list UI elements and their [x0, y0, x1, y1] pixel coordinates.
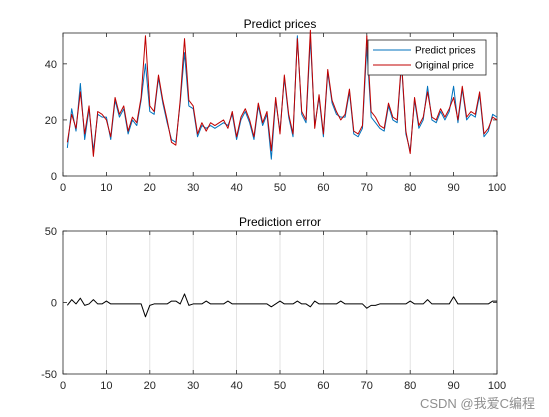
- prediction-error-x-tick-label: 90: [447, 380, 459, 392]
- predict-prices-x-tick-label: 90: [447, 182, 459, 194]
- predict-prices-title: Predict prices: [244, 17, 317, 31]
- predict-prices-y-ticks: 0 20 40: [45, 59, 497, 183]
- prediction-error-grid: [106, 231, 455, 374]
- prediction-error-y-tick-label: 0: [51, 298, 57, 310]
- predict-prices-x-tick-label: 70: [361, 182, 373, 194]
- prediction-error-y-ticks: -50 0 50: [41, 226, 497, 381]
- predict-prices-x-tick-label: 20: [144, 182, 156, 194]
- prediction-error-line-error: [66, 293, 497, 318]
- legend-label-predict-prices: Predict prices: [415, 46, 476, 57]
- prediction-error-axes: Prediction error 0 10 20 30 40 50 60 70 80 90 100 …: [41, 215, 506, 392]
- predict-prices-x-tick-label: 10: [100, 182, 112, 194]
- legend-box: [367, 39, 487, 76]
- prediction-error-x-tick-label: 0: [60, 380, 66, 392]
- predict-prices-line-original-price: [66, 29, 498, 157]
- prediction-error-x-tick-label: 30: [187, 380, 199, 392]
- prediction-error-title: Prediction error: [239, 215, 321, 229]
- predict-prices-y-tick-label: 20: [45, 115, 57, 127]
- predict-prices-x-ticks: 0 10 20 30 40 50 60 70 80 90 100: [60, 33, 506, 194]
- prediction-error-x-tick-label: 20: [144, 380, 156, 392]
- prediction-error-x-tick-label: 80: [404, 380, 416, 392]
- predict-prices-x-tick-label: 80: [404, 182, 416, 194]
- prediction-error-x-tick-label: 10: [100, 380, 112, 392]
- prediction-error-x-tick-label: 50: [274, 380, 286, 392]
- predict-prices-x-tick-label: 30: [187, 182, 199, 194]
- prediction-error-x-ticks: 0 10 20 30 40 50 60 70 80 90 100: [60, 231, 506, 392]
- legend-label-original-price: Original price: [415, 61, 474, 72]
- predict-prices-x-tick-label: 100: [488, 182, 506, 194]
- predict-prices-x-tick-label: 40: [230, 182, 242, 194]
- watermark-text: CSDN @我爱C编程: [419, 396, 535, 411]
- prediction-error-x-tick-label: 40: [230, 380, 242, 392]
- prediction-error-x-tick-label: 100: [488, 380, 506, 392]
- prediction-error-x-tick-label: 70: [361, 380, 373, 392]
- prediction-error-series: [66, 293, 497, 318]
- legend: Predict prices Original price: [367, 39, 487, 76]
- prediction-error-y-tick-label: 50: [45, 226, 57, 238]
- predict-prices-x-tick-label: 50: [274, 182, 286, 194]
- prediction-error-x-tick-label: 60: [317, 380, 329, 392]
- prediction-error-y-tick-label: -50: [41, 369, 57, 381]
- predict-prices-axes: Predict prices 0 10 20 30 40 50 60 70 80 90 100 0 2…: [45, 17, 506, 194]
- predict-prices-x-tick-label: 0: [60, 182, 66, 194]
- predict-prices-series: [66, 29, 498, 160]
- predict-prices-x-tick-label: 60: [317, 182, 329, 194]
- predict-prices-y-tick-label: 40: [45, 59, 57, 71]
- predict-prices-y-tick-label: 0: [51, 171, 57, 183]
